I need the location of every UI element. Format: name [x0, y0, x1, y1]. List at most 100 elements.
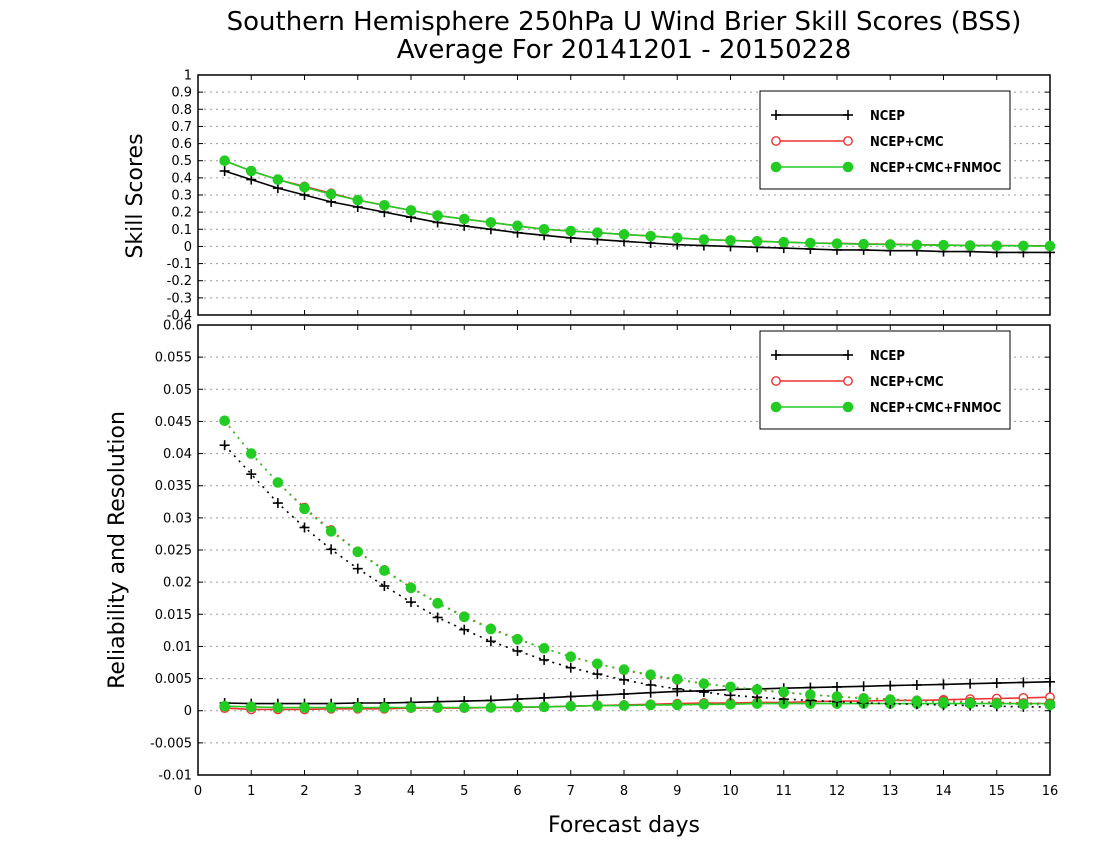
p0-s2-point-16 — [645, 230, 656, 242]
p1-s3-point-0 — [219, 440, 230, 451]
p1-s5-point-29 — [991, 698, 1003, 709]
xlabel-forecast-days: Forecast days — [548, 813, 700, 838]
p1-s2-point-15 — [618, 700, 630, 711]
p0-legend-label-0: NCEP — [870, 109, 905, 124]
p1-s0-point-28 — [965, 678, 976, 689]
p1-s2-point-12 — [538, 701, 550, 713]
p1-ytick-label-2: 0 — [184, 704, 192, 719]
p0-legend-marker-b-1 — [843, 136, 853, 146]
p1-s2-point-7 — [405, 702, 417, 713]
p1-s2-point-11 — [512, 701, 523, 713]
p1-legend-marker-a-2 — [770, 401, 782, 413]
p1-ytick-label-1: -0.005 — [150, 736, 192, 751]
p1-legend-label-2: NCEP+CMC+FNMOC — [870, 401, 1001, 416]
skill-score-panel: -0.4 -0.3 -0.2 -0.1 0 0.1 0.2 0.3 0.4 0.5 0.6 0.7 0.… — [167, 69, 1056, 324]
p1-s2-point-13 — [565, 700, 577, 712]
p1-s5-point-19 — [725, 681, 736, 693]
p1-series-markers-3 — [219, 440, 1055, 712]
p0-legend-marker-b-0 — [843, 110, 853, 120]
p1-s3-point-2 — [272, 498, 283, 509]
p1-s5-point-6 — [379, 565, 390, 576]
p0-ytick-label-12: 0.8 — [171, 103, 192, 118]
p0-s2-point-15 — [618, 229, 630, 240]
p1-xtick-label-2: 2 — [300, 784, 308, 799]
p0-s2-point-0 — [219, 155, 230, 167]
p0-ytick-label-7: 0.3 — [171, 189, 192, 204]
p1-ytick-label-8: 0.03 — [163, 511, 192, 526]
p1-s2-point-17 — [671, 699, 683, 711]
ylabel-reliability-resolution: Reliability and Resolution — [105, 411, 130, 689]
p1-s5-point-3 — [299, 503, 310, 515]
p0-s2-point-29 — [991, 240, 1003, 252]
p1-series-markers-4 — [219, 415, 1055, 709]
p1-s0-point-27 — [938, 679, 949, 690]
p0-s2-point-24 — [858, 238, 869, 250]
p1-s2-point-6 — [379, 702, 390, 713]
p1-s5-point-16 — [645, 669, 656, 681]
p0-s2-point-13 — [565, 225, 577, 237]
p1-series-line-3 — [224, 444, 1050, 708]
p1-s5-point-4 — [325, 526, 337, 537]
p0-s2-point-26 — [911, 239, 923, 251]
p1-s3-point-17 — [672, 683, 683, 694]
p1-s5-point-9 — [458, 611, 470, 623]
p0-s2-point-8 — [432, 210, 443, 221]
p1-xtick-label-0: 0 — [194, 784, 202, 799]
p0-ytick-label-1: -0.3 — [167, 291, 192, 306]
chart-title-line2: Average For 20141201 - 20150228 — [397, 35, 852, 65]
p1-s2-point-18 — [698, 698, 710, 710]
p1-s3-point-8 — [432, 612, 443, 623]
p1-ytick-label-9: 0.035 — [155, 479, 192, 494]
p0-s2-point-5 — [352, 194, 364, 206]
p1-ytick-label-0: -0.01 — [158, 769, 192, 784]
p0-ytick-label-14: 1 — [184, 69, 192, 84]
p1-xtick-label-1: 1 — [247, 784, 255, 799]
p1-s5-point-10 — [485, 623, 497, 635]
p1-xtick-label-9: 9 — [673, 784, 681, 799]
p1-xtick-label-10: 10 — [722, 784, 739, 799]
p1-series-markers-5 — [219, 415, 1056, 711]
p1-s0-point-23 — [832, 681, 842, 692]
p0-s2-point-14 — [592, 227, 603, 239]
p1-s0-point-24 — [858, 681, 869, 692]
p1-xtick-label-8: 8 — [620, 784, 628, 799]
p1-ytick-label-7: 0.025 — [155, 544, 192, 559]
p1-s5-point-31 — [1044, 699, 1056, 711]
p0-s2-point-3 — [299, 181, 310, 193]
p1-xtick-label-14: 14 — [935, 784, 952, 799]
p1-s3-point-5 — [352, 563, 363, 574]
p0-s2-point-1 — [245, 165, 257, 177]
p0-ytick-label-3: -0.1 — [167, 257, 192, 272]
p1-s5-point-21 — [778, 686, 790, 698]
p0-s2-point-25 — [884, 239, 896, 250]
p1-s3-point-6 — [379, 581, 390, 591]
p1-s5-point-23 — [831, 691, 843, 702]
p1-ytick-label-5: 0.015 — [155, 608, 192, 623]
p1-s2-point-4 — [325, 702, 337, 713]
p1-legend-label-0: NCEP — [870, 349, 905, 364]
p1-s2-point-9 — [458, 702, 470, 713]
p1-s2-point-19 — [725, 698, 736, 710]
p0-s2-point-11 — [512, 220, 523, 232]
p1-s0-point-26 — [911, 680, 922, 690]
p1-xtick-label-3: 3 — [354, 784, 362, 799]
p0-s2-point-17 — [671, 232, 683, 244]
p1-legend-marker-b-2 — [842, 401, 854, 413]
p1-s3-point-13 — [565, 662, 576, 673]
p0-ytick-label-11: 0.7 — [171, 120, 192, 135]
p1-xtick-label-5: 5 — [460, 784, 468, 799]
p1-ytick-label-6: 0.02 — [163, 576, 192, 591]
p1-s0-point-12 — [539, 692, 550, 703]
p1-s5-point-28 — [964, 697, 976, 709]
p1-legend-marker-b-0 — [843, 350, 853, 360]
p0-s2-point-4 — [325, 188, 337, 200]
p1-s5-point-15 — [618, 664, 630, 675]
p1-s3-point-4 — [326, 544, 337, 555]
p0-s2-point-27 — [938, 239, 949, 251]
p1-s0-point-15 — [619, 689, 629, 699]
p1-s2-point-8 — [432, 702, 443, 713]
p1-s0-point-14 — [592, 690, 603, 701]
p1-s5-point-7 — [405, 582, 417, 594]
p1-s0-point-25 — [885, 680, 896, 691]
p1-ytick-label-4: 0.01 — [163, 640, 192, 655]
